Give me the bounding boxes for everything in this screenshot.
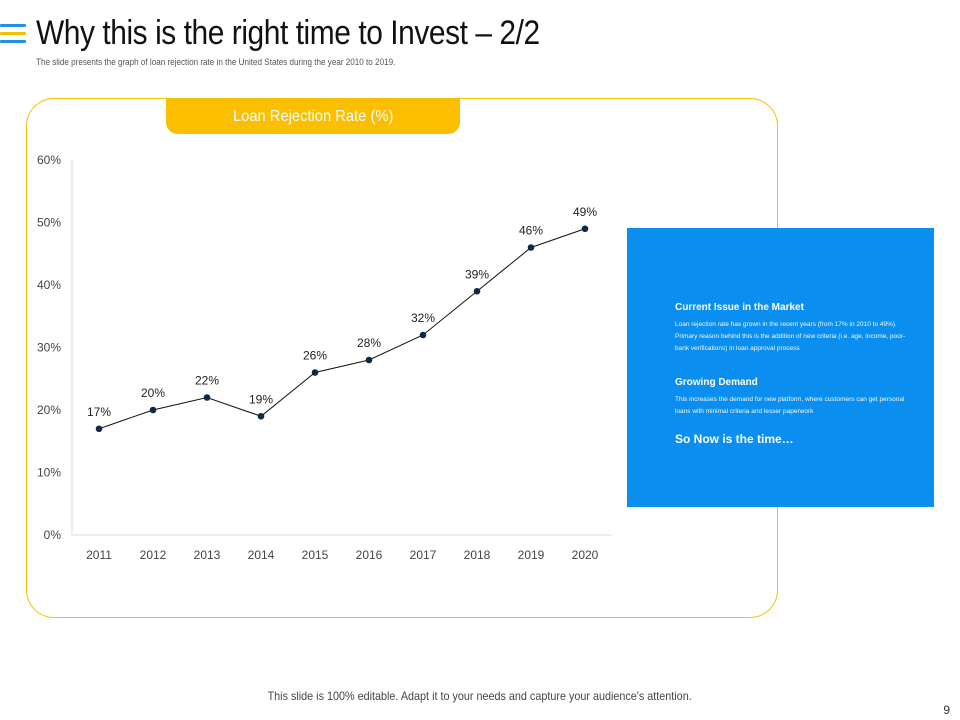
data-point: [257, 412, 265, 420]
x-tick-label: 2015: [302, 548, 329, 562]
x-tick-label: 2017: [410, 548, 437, 562]
x-tick-label: 2016: [356, 548, 383, 562]
footer-note: This slide is 100% editable. Adapt it to…: [0, 689, 960, 703]
data-point: [419, 331, 427, 339]
data-label: 46%: [519, 224, 543, 238]
logo-bar-bottom: [0, 40, 26, 43]
footer-text: This slide is 100% editable. Adapt it to…: [267, 689, 693, 703]
info-text-current-issue: Loan rejection rate has grown in the rec…: [675, 321, 906, 352]
data-label: 26%: [303, 349, 327, 363]
info-heading-growing-demand: Growing Demand: [675, 377, 758, 388]
x-tick-label: 2018: [464, 548, 491, 562]
data-label: 19%: [249, 392, 273, 406]
x-tick-label: 2014: [248, 548, 275, 562]
x-tick-label: 2011: [86, 548, 112, 562]
chart-title-tab: Loan Rejection Rate (%): [166, 99, 460, 134]
slide-title: Why this is the right time to Invest – 2…: [36, 14, 540, 52]
data-point: [311, 369, 319, 376]
data-point: [95, 425, 103, 433]
data-point: [149, 406, 157, 414]
chart-title: Loan Rejection Rate (%): [232, 108, 394, 125]
data-point: [203, 394, 211, 401]
data-label: 22%: [195, 374, 219, 388]
data-point: [527, 244, 535, 251]
y-tick-label: 60%: [37, 153, 61, 167]
y-tick-label: 30%: [37, 341, 61, 355]
x-tick-label: 2019: [518, 548, 545, 562]
x-tick-label: 2013: [194, 548, 221, 562]
data-label: 17%: [87, 405, 111, 419]
data-point: [473, 287, 481, 295]
info-box: Current Issue in the Market Loan rejecti…: [627, 228, 934, 507]
info-heading-current-issue: Current Issue in the Market: [675, 302, 804, 313]
x-tick-label: 2020: [572, 548, 599, 562]
x-tick-label: 2012: [140, 548, 167, 562]
y-tick-label: 40%: [37, 278, 61, 292]
y-tick-label: 0%: [44, 528, 62, 542]
y-tick-label: 20%: [37, 403, 61, 417]
y-tick-label: 10%: [37, 466, 61, 480]
y-tick-label: 50%: [37, 216, 61, 230]
info-cta: So Now is the time…: [675, 432, 794, 446]
info-text-growing-demand: This increases the demand for new platfo…: [675, 396, 905, 415]
slide-subtitle: The slide presents the graph of loan rej…: [36, 57, 396, 67]
data-point: [581, 225, 589, 233]
data-label: 39%: [465, 267, 489, 281]
logo-bars: [0, 24, 26, 48]
page-number: 9: [943, 703, 950, 717]
data-label: 28%: [357, 336, 381, 350]
data-point: [365, 356, 373, 364]
data-label: 49%: [573, 205, 597, 219]
series-line: [98, 228, 586, 430]
logo-bar-middle: [0, 32, 26, 35]
logo-bar-top: [0, 24, 26, 27]
data-label: 20%: [141, 386, 165, 400]
data-label: 32%: [411, 311, 435, 325]
